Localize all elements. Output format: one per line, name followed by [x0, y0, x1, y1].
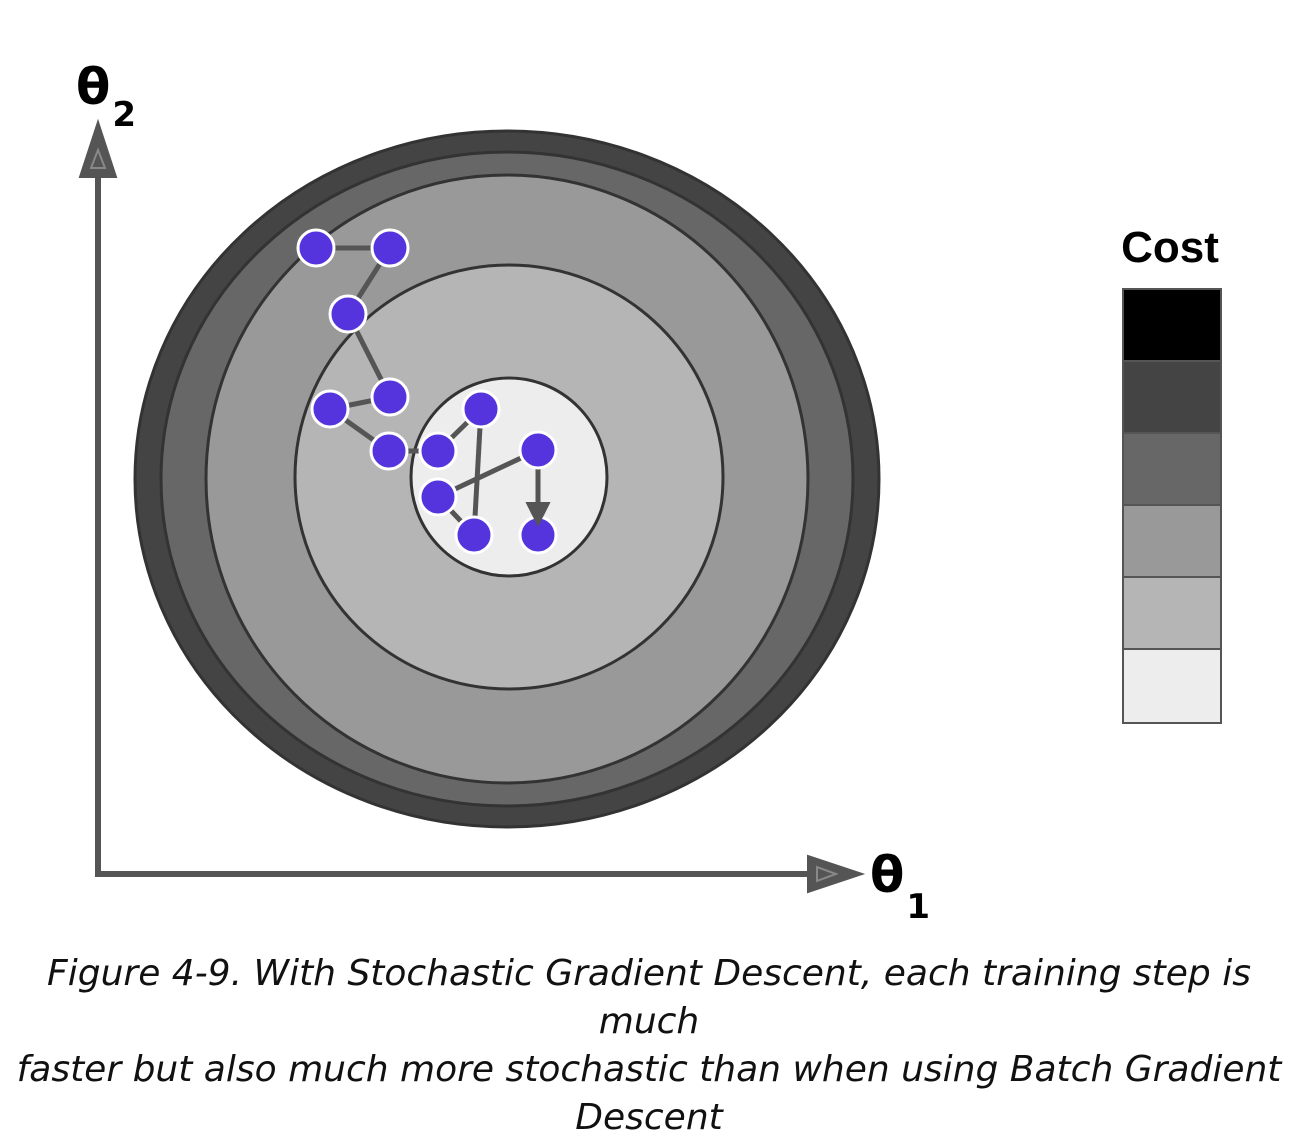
path-point-9: [518, 430, 558, 470]
legend-swatch-6: [1124, 650, 1220, 722]
path-point-1: [296, 228, 336, 268]
contour-diagram: [78, 118, 881, 894]
path-point-5: [310, 389, 350, 429]
path-point-7: [418, 431, 458, 471]
figure-caption: Figure 4-9. With Stochastic Gradient Des…: [0, 950, 1298, 1142]
x-axis-arrow-highlight: [816, 865, 839, 883]
caption-line-3: Descent: [575, 1097, 723, 1138]
cost-legend: [1122, 288, 1222, 724]
legend-swatch-3: [1124, 434, 1220, 506]
path-point-2: [370, 228, 410, 268]
x-axis-subscript: 1: [906, 887, 931, 927]
legend-title: Cost: [1121, 223, 1219, 272]
legend-swatch-1: [1124, 290, 1220, 362]
contour-ring-5: [409, 376, 609, 578]
path-point-10: [418, 477, 458, 517]
y-axis-label: θ2: [76, 62, 136, 132]
legend-swatch-4: [1124, 506, 1220, 578]
x-axis-label: θ1: [870, 850, 930, 924]
path-point-6: [369, 431, 409, 471]
axes: [78, 118, 866, 894]
caption-line-2: faster but also much more stochastic tha…: [16, 1049, 1282, 1090]
caption-line-1: Figure 4-9. With Stochastic Gradient Des…: [47, 953, 1251, 1042]
path-step-8: [471, 408, 484, 536]
path-point-8: [461, 389, 501, 429]
y-axis-subscript: 2: [112, 95, 137, 135]
path-point-4: [370, 377, 410, 417]
path-point-3: [328, 294, 368, 334]
descent-points: [296, 228, 558, 555]
cost-contours: [133, 129, 881, 829]
path-point-11: [454, 515, 494, 555]
y-axis-arrow-highlight: [89, 147, 107, 169]
y-axis-symbol: θ: [76, 58, 111, 116]
x-axis-symbol: θ: [870, 846, 905, 904]
legend-swatch-2: [1124, 362, 1220, 434]
legend-swatch-5: [1124, 578, 1220, 650]
path-point-12: [518, 515, 558, 555]
